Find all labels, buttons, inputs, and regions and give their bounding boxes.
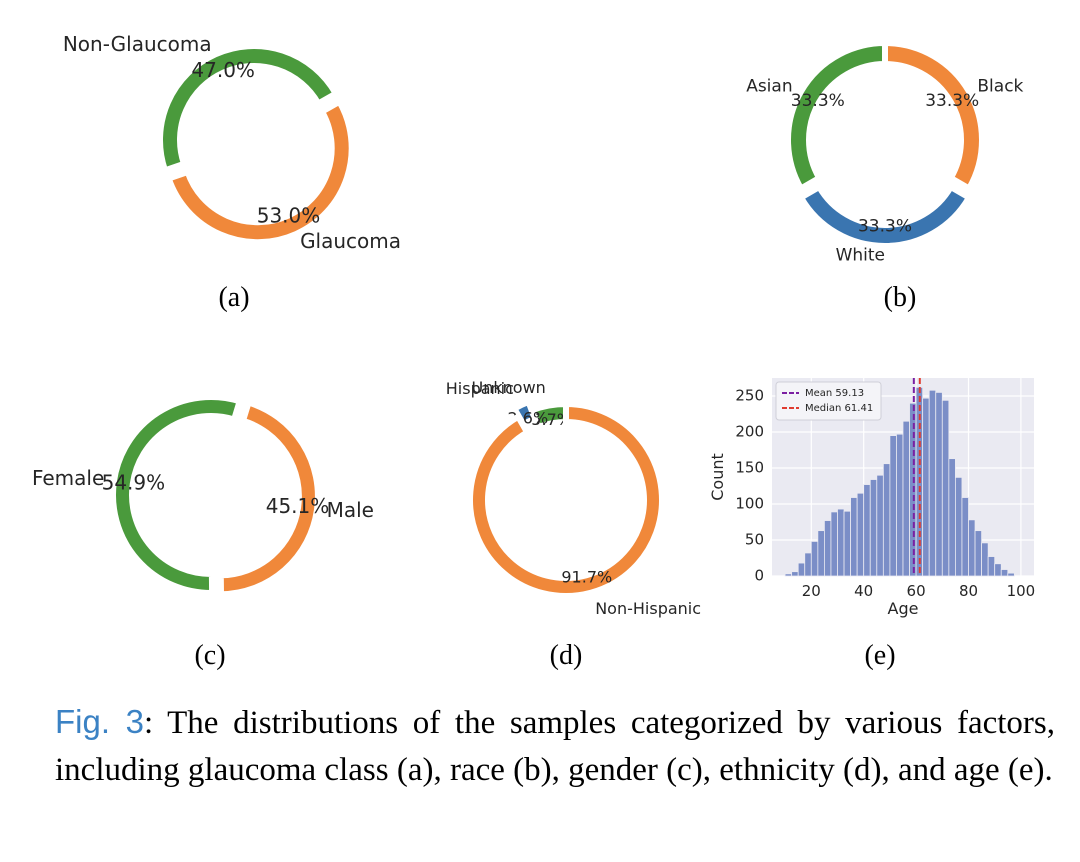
histogram-bar [896, 433, 904, 577]
histogram-bar [804, 552, 812, 577]
slice-label-hispanic: Hispanic [446, 379, 514, 398]
histogram-age: 20 40 60 80 100 0 50 100 150 200 250 Age Count Mean 5… [708, 378, 1035, 618]
histogram-bar [863, 484, 871, 577]
figure-caption: Fig. 3: The distributions of the samples… [55, 698, 1055, 794]
legend-box [775, 381, 882, 421]
slice-percent-white: 33.3% [858, 217, 912, 237]
slice-black [882, 39, 985, 193]
slice-asian [785, 39, 888, 193]
y-tick-label: 0 [754, 567, 764, 585]
slice-label-glaucoma: Glaucoma [300, 229, 401, 253]
slice-non-glaucoma [157, 43, 340, 175]
slice-non-hispanic [467, 400, 665, 599]
histogram-bar [817, 530, 825, 577]
histogram-bar [941, 399, 950, 577]
histogram-bar [830, 511, 838, 577]
histogram-bar [935, 391, 943, 577]
histogram-bar [902, 420, 910, 577]
slice-label-female: Female [32, 466, 104, 490]
slice-percent-female: 54.9% [102, 470, 166, 494]
histogram-bar [869, 479, 878, 577]
histogram-bar [882, 463, 891, 577]
legend-entry: Mean 59.13 [805, 388, 864, 399]
donut-chart-glaucoma-class: 47.0%Non-Glaucoma 53.0%Glaucoma [63, 32, 401, 253]
y-tick-label: 50 [745, 531, 764, 549]
histogram-bar [922, 397, 930, 577]
slice-percent-non-glaucoma: 47.0% [191, 58, 255, 82]
histogram-bar [843, 510, 851, 577]
y-tick-label: 250 [735, 387, 764, 405]
subfigure-label-c: (c) [194, 640, 225, 671]
y-tick-label: 200 [735, 423, 764, 441]
figure-reference: Fig. 3 [55, 703, 144, 740]
histogram-bar [928, 389, 937, 577]
slice-label-non-hispanic: Non-Hispanic [595, 599, 701, 618]
x-tick-label: 80 [959, 582, 978, 600]
histogram-bar [810, 541, 819, 577]
x-tick-label: 100 [1007, 582, 1036, 600]
histogram-bar [791, 571, 799, 577]
histogram-bar [968, 519, 976, 577]
donut-chart-gender: 54.9%Female 45.1%Male [32, 394, 374, 598]
slice-label-male: Male [327, 498, 374, 522]
slice-glaucoma [164, 97, 355, 246]
histogram-bar [889, 435, 897, 577]
histogram-bar [784, 573, 793, 577]
y-axis-label: Count [708, 453, 727, 501]
histogram-bar [856, 492, 865, 577]
legend-entry: Median 61.41 [805, 403, 873, 414]
slice-percent-male: 45.1% [266, 494, 330, 518]
slice-male [217, 398, 321, 598]
histogram-bar [981, 542, 989, 577]
x-axis-label: Age [888, 599, 919, 618]
histogram-bar [824, 520, 832, 577]
histogram-bar [1007, 572, 1015, 577]
histogram-bar [948, 458, 956, 577]
histogram-bar [876, 474, 884, 577]
x-tick-label: 60 [907, 582, 926, 600]
legend: Mean 59.13 Median 61.41 [775, 381, 882, 421]
slice-percent-unknown: 5.7% [531, 410, 572, 429]
histogram-bar [987, 556, 996, 577]
y-tick-label: 150 [735, 459, 764, 477]
histogram-bar [961, 497, 969, 577]
histogram-bar [974, 530, 982, 577]
x-tick-label: 40 [854, 582, 873, 600]
slice-label-non-glaucoma: Non-Glaucoma [63, 32, 212, 56]
slice-female [110, 394, 244, 596]
x-tick-label: 20 [802, 582, 821, 600]
caption-text: : The distributions of the samples categ… [55, 705, 1055, 788]
slice-label-unknown: Unknown [472, 378, 546, 397]
slice-percent-glaucoma: 53.0% [257, 203, 321, 227]
histogram-bar [1000, 569, 1009, 577]
slice-percent-asian: 33.3% [791, 91, 845, 111]
subfigure-label-b: (b) [884, 282, 917, 313]
histogram-bar [850, 497, 858, 577]
slice-percent-non-hispanic: 91.7% [561, 567, 612, 586]
subfigure-label-d: (d) [550, 640, 583, 671]
slice-percent-black: 33.3% [925, 91, 979, 111]
slice-white [796, 182, 974, 249]
slice-label-black: Black [977, 77, 1023, 97]
y-tick-label: 100 [735, 495, 764, 513]
histogram-bar [837, 508, 845, 577]
histogram-bar [955, 476, 963, 577]
subfigure-label-a: (a) [218, 282, 249, 313]
subfigure-label-e: (e) [864, 640, 895, 671]
histogram-bar [797, 562, 806, 577]
slice-label-white: White [836, 246, 885, 266]
histogram-bar [994, 563, 1002, 577]
slice-label-asian: Asian [746, 77, 792, 97]
